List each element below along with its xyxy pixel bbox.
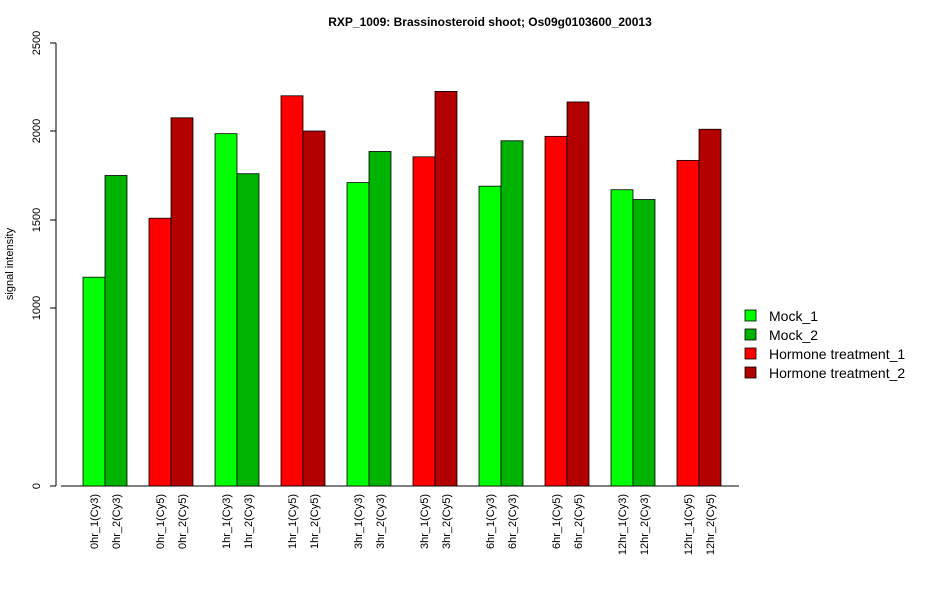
chart-title: RXP_1009: Brassinosteroid shoot; Os09g01…	[328, 15, 652, 29]
bar	[500, 140, 524, 487]
x-tick-label: 6hr_2(Cy5)	[573, 494, 585, 549]
legend-swatch	[744, 347, 757, 360]
x-tick-label: 12hr_1(Cy5)	[683, 494, 695, 555]
bar	[148, 217, 172, 487]
x-tick-label: 0hr_1(Cy3)	[89, 494, 101, 549]
x-tick-label: 12hr_2(Cy3)	[639, 494, 651, 555]
legend: Mock_1 Mock_2 Hormone treatment_1 Hormone t…	[744, 308, 905, 381]
legend-swatch	[744, 328, 757, 341]
y-tick-label: 1000	[31, 296, 43, 320]
x-tick-label: 0hr_1(Cy5)	[155, 494, 167, 549]
bar	[368, 151, 392, 487]
bar	[346, 182, 370, 487]
x-tick-label: 1hr_1(Cy5)	[287, 494, 299, 549]
legend-swatch	[744, 366, 757, 379]
bar	[544, 135, 568, 487]
x-tick-label: 3hr_2(Cy5)	[441, 494, 453, 549]
x-tick-label: 12hr_2(Cy5)	[705, 494, 717, 555]
legend-label: Mock_1	[769, 308, 818, 324]
bar	[82, 276, 106, 487]
y-tick-label: 2500	[31, 31, 43, 55]
bar	[214, 133, 238, 487]
bar	[632, 199, 656, 487]
bar	[698, 128, 722, 487]
y-tick-label: 1500	[31, 208, 43, 232]
x-tick-label: 6hr_1(Cy3)	[485, 494, 497, 549]
x-tick-label: 1hr_2(Cy5)	[309, 494, 321, 549]
bar	[676, 159, 700, 487]
y-tick-label: 0	[31, 483, 43, 489]
bar	[236, 173, 260, 487]
y-axis: 0 1000 1500 2000 2500	[31, 31, 57, 489]
legend-swatch	[744, 309, 757, 322]
bars	[82, 91, 722, 487]
bar	[302, 130, 326, 487]
bar	[566, 101, 590, 487]
bar	[434, 91, 458, 487]
y-axis-title: signal intensity	[4, 227, 16, 300]
y-tick-label: 2000	[31, 119, 43, 143]
x-tick-label: 0hr_2(Cy5)	[177, 494, 189, 549]
x-tick-label: 1hr_1(Cy3)	[221, 494, 233, 549]
bar	[170, 117, 194, 487]
bar	[412, 156, 436, 487]
x-tick-labels: 0hr_1(Cy3) 0hr_2(Cy3) 0hr_1(Cy5) 0hr_2(Cy5)…	[89, 494, 717, 555]
legend-label: Mock_2	[769, 327, 818, 343]
bar	[478, 185, 502, 487]
x-tick-label: 0hr_2(Cy3)	[111, 494, 123, 549]
x-tick-label: 3hr_1(Cy3)	[353, 494, 365, 549]
bar	[104, 175, 128, 487]
x-tick-label: 6hr_2(Cy3)	[507, 494, 519, 549]
x-tick-label: 1hr_2(Cy3)	[243, 494, 255, 549]
bar	[280, 95, 304, 487]
x-tick-label: 3hr_2(Cy3)	[375, 494, 387, 549]
legend-label: Hormone treatment_2	[769, 365, 905, 381]
x-tick-label: 3hr_1(Cy5)	[419, 494, 431, 549]
x-tick-label: 12hr_1(Cy3)	[617, 494, 629, 555]
bar	[610, 189, 634, 487]
x-tick-label: 6hr_1(Cy5)	[551, 494, 563, 549]
legend-label: Hormone treatment_1	[769, 346, 905, 362]
